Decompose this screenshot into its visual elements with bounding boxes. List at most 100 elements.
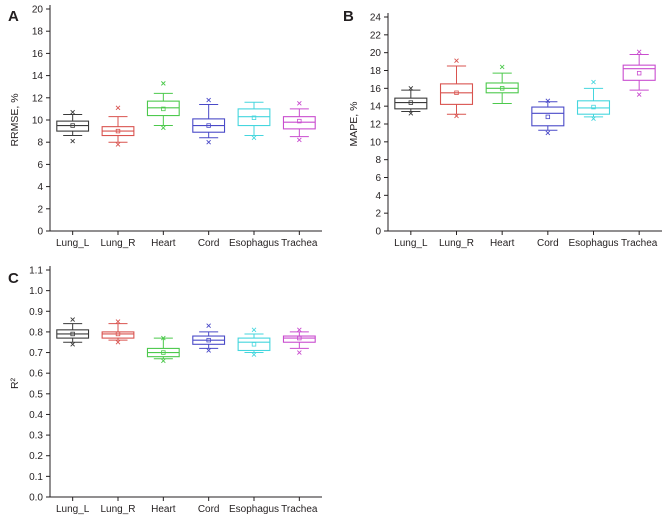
box-esophagus: [237, 101, 271, 141]
box-heart: [146, 81, 180, 131]
box-lung-l: [394, 86, 428, 116]
outlier-marker: [251, 352, 257, 357]
y-tick-label: 20: [32, 5, 44, 16]
outlier-marker: [70, 138, 75, 144]
outlier-marker: [70, 341, 75, 347]
panel-letter-a: A: [8, 8, 19, 25]
y-axis-label: R²: [9, 377, 21, 389]
box-iqr: [394, 97, 428, 110]
mean-marker: [115, 128, 121, 134]
panel-letter-b: B: [343, 8, 354, 25]
x-tick-label: Cord: [537, 238, 559, 249]
y-tick-label: 8: [375, 155, 381, 166]
mean-marker: [251, 115, 257, 120]
x-tick-label: Lung_L: [56, 238, 90, 249]
y-tick-label: 1.0: [29, 286, 43, 297]
y-tick-label: 6: [37, 160, 43, 171]
outlier-marker: [499, 64, 505, 70]
outlier-marker: [115, 142, 121, 147]
y-tick-label: 4: [375, 191, 381, 202]
outlier-marker: [206, 97, 211, 103]
mean-marker: [454, 90, 459, 95]
outlier-marker: [297, 101, 302, 106]
y-tick-label: 0.7: [29, 348, 43, 359]
box-iqr: [146, 100, 180, 117]
mean-marker: [251, 342, 257, 347]
y-tick-label: 16: [370, 84, 382, 95]
y-tick-label: 1.1: [29, 266, 43, 277]
y-tick-label: 0.0: [29, 493, 43, 504]
y-tick-label: 0.4: [29, 410, 43, 421]
y-tick-label: 10: [370, 137, 382, 148]
y-tick-label: 18: [370, 66, 382, 77]
mean-marker: [591, 104, 596, 110]
y-tick-label: 14: [32, 71, 44, 82]
y-tick-label: 22: [370, 30, 382, 41]
y-tick-label: 8: [37, 138, 43, 149]
box-iqr: [56, 120, 90, 132]
x-tick-label: Lung_L: [56, 504, 90, 515]
y-tick-label: 0.1: [29, 472, 43, 483]
mean-marker: [70, 331, 75, 337]
y-tick-label: 0.9: [29, 307, 43, 318]
x-tick-label: Lung_R: [439, 238, 474, 249]
y-axis-label: MAPE, %: [348, 102, 360, 147]
y-tick-label: 16: [32, 49, 44, 60]
mean-marker: [70, 123, 75, 128]
y-tick-label: 0.5: [29, 389, 43, 400]
y-tick-label: 6: [375, 173, 381, 184]
y-tick-label: 18: [32, 27, 44, 38]
outlier-marker: [161, 358, 166, 364]
box-iqr: [282, 116, 316, 130]
y-tick-label: 0.2: [29, 451, 43, 462]
x-tick-label: Cord: [198, 238, 220, 249]
outlier-marker: [636, 49, 642, 55]
box-cord: [192, 323, 226, 353]
outlier-marker: [115, 105, 121, 111]
box-trachea: [282, 101, 316, 143]
y-tick-label: 0.3: [29, 431, 43, 442]
outlier-marker: [454, 58, 459, 64]
y-tick-label: 0: [37, 227, 43, 238]
outlier-marker: [297, 137, 302, 143]
x-tick-label: Lung_L: [394, 238, 428, 249]
outlier-marker: [251, 135, 257, 141]
panel-letter-c: C: [8, 270, 19, 287]
box-iqr: [622, 64, 656, 81]
box-heart: [146, 335, 180, 364]
mean-marker: [206, 123, 211, 128]
x-tick-label: Lung_R: [100, 504, 135, 515]
x-tick-label: Esophagus: [229, 238, 279, 249]
box-lung-r: [101, 105, 135, 147]
outlier-marker: [70, 317, 75, 322]
outlier-marker: [161, 125, 166, 131]
x-tick-label: Esophagus: [568, 238, 618, 249]
outlier-marker: [408, 86, 414, 91]
x-tick-label: Trachea: [281, 238, 318, 249]
y-tick-label: 20: [370, 48, 382, 59]
outlier-marker: [251, 327, 257, 333]
mean-marker: [161, 106, 166, 112]
mean-marker: [636, 70, 642, 76]
x-tick-label: Esophagus: [229, 504, 279, 515]
y-tick-label: 2: [375, 209, 381, 220]
box-lung-r: [101, 319, 135, 345]
box-iqr: [531, 106, 565, 127]
box-heart: [485, 64, 519, 104]
outlier-marker: [70, 109, 75, 115]
box-esophagus: [576, 79, 611, 121]
box-cord: [531, 98, 565, 136]
outlier-marker: [297, 327, 302, 333]
mean-marker: [545, 114, 551, 120]
outlier-marker: [115, 319, 121, 324]
y-tick-label: 12: [32, 93, 44, 104]
outlier-marker: [591, 116, 596, 121]
y-axis-label: RRMSE, %: [9, 93, 21, 146]
outlier-marker: [545, 98, 551, 104]
outlier-marker: [408, 110, 414, 116]
box-cord: [192, 97, 226, 145]
outlier-marker: [206, 323, 211, 329]
y-tick-label: 10: [32, 116, 44, 127]
outlier-marker: [545, 130, 551, 136]
